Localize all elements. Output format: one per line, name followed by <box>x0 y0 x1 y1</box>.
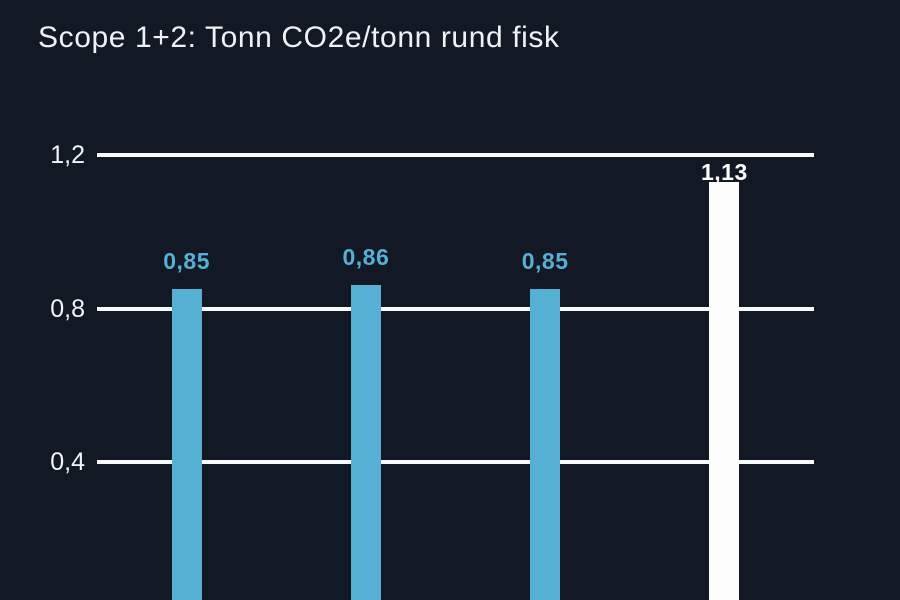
y-axis-tick-label: 0,4 <box>50 448 85 476</box>
y-axis-tick-label: 0,8 <box>50 294 85 323</box>
bar-value-label: 0,85 <box>163 248 210 275</box>
gridline <box>97 460 814 464</box>
y-axis-tick-label: 1,2 <box>50 141 85 169</box>
gridline <box>97 306 814 311</box>
bar <box>350 285 381 600</box>
bar-value-label: 1,13 <box>700 158 748 185</box>
chart-title: Scope 1+2: Tonn CO2e/tonn rund fisk <box>38 21 560 54</box>
bar-value-label: 0,86 <box>342 244 390 271</box>
bar <box>171 289 202 600</box>
bar <box>709 181 740 600</box>
gridline <box>97 153 814 157</box>
bar <box>530 289 561 600</box>
bar-value-label: 0,85 <box>521 248 569 275</box>
